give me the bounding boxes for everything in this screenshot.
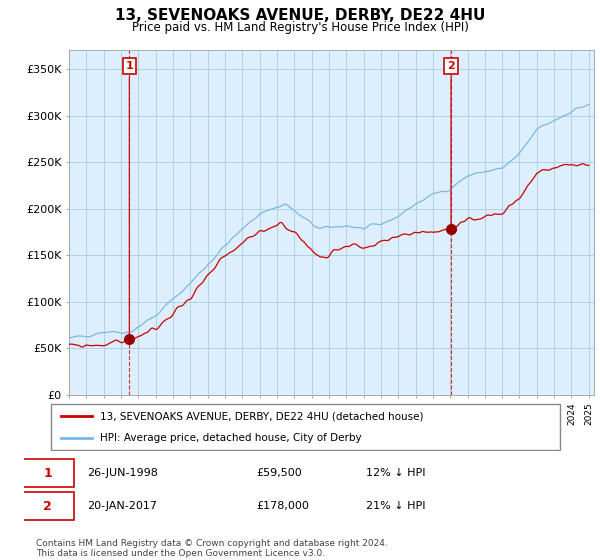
Text: HPI: Average price, detached house, City of Derby: HPI: Average price, detached house, City… [100, 433, 361, 443]
Text: £178,000: £178,000 [256, 501, 309, 511]
Text: 2: 2 [447, 60, 455, 226]
Text: 12% ↓ HPI: 12% ↓ HPI [366, 468, 426, 478]
Text: Price paid vs. HM Land Registry's House Price Index (HPI): Price paid vs. HM Land Registry's House … [131, 21, 469, 34]
Text: 13, SEVENOAKS AVENUE, DERBY, DE22 4HU: 13, SEVENOAKS AVENUE, DERBY, DE22 4HU [115, 8, 485, 24]
Text: 2: 2 [43, 500, 52, 512]
Text: 26-JUN-1998: 26-JUN-1998 [88, 468, 158, 478]
Text: 1: 1 [125, 60, 133, 337]
Text: 1: 1 [43, 466, 52, 480]
FancyBboxPatch shape [50, 404, 560, 450]
Text: Contains HM Land Registry data © Crown copyright and database right 2024.
This d: Contains HM Land Registry data © Crown c… [36, 539, 388, 558]
FancyBboxPatch shape [21, 459, 74, 487]
Text: 13, SEVENOAKS AVENUE, DERBY, DE22 4HU (detached house): 13, SEVENOAKS AVENUE, DERBY, DE22 4HU (d… [100, 411, 423, 421]
Text: 20-JAN-2017: 20-JAN-2017 [88, 501, 157, 511]
Text: 21% ↓ HPI: 21% ↓ HPI [366, 501, 426, 511]
Text: £59,500: £59,500 [256, 468, 302, 478]
FancyBboxPatch shape [21, 492, 74, 520]
